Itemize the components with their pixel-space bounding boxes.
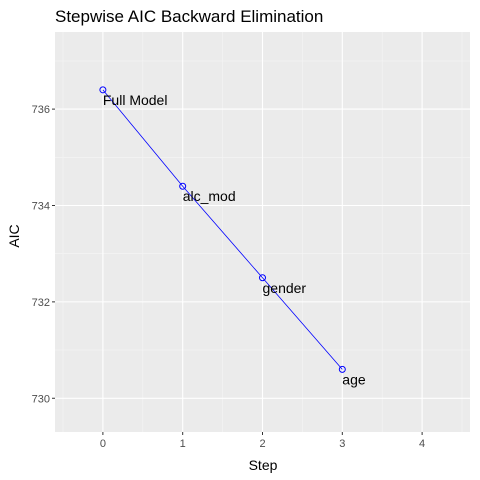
- x-tick-label: 4: [419, 438, 425, 450]
- tick-labels: 0 1 2 3 4 730 732 734 736: [32, 104, 426, 450]
- point-label: alc_mod: [183, 188, 236, 204]
- aic-data-point: [259, 274, 266, 282]
- y-tick-label: 734: [32, 200, 50, 212]
- aic-data-point: [99, 86, 107, 94]
- chart-title: Stepwise AIC Backward Elimination: [55, 7, 323, 26]
- y-tick-label: 730: [32, 393, 50, 405]
- x-tick-label: 2: [259, 438, 265, 450]
- x-axis-title: Step: [249, 457, 278, 473]
- axis-ticks: [52, 108, 423, 435]
- major-gridlines: [55, 32, 470, 432]
- y-tick-label: 732: [32, 297, 50, 309]
- aic-data-point: [179, 182, 187, 190]
- point-label: Full Model: [103, 92, 168, 108]
- aic-series-line: [102, 89, 343, 370]
- x-tick-label: 0: [100, 438, 106, 450]
- point-label: age: [342, 371, 366, 387]
- y-axis-title: AIC: [6, 224, 22, 247]
- point-label: gender: [263, 280, 307, 296]
- x-tick-label: 3: [339, 438, 345, 450]
- y-tick-label: 736: [32, 104, 50, 116]
- aic-data-point: [338, 365, 346, 373]
- x-tick-label: 1: [180, 438, 186, 450]
